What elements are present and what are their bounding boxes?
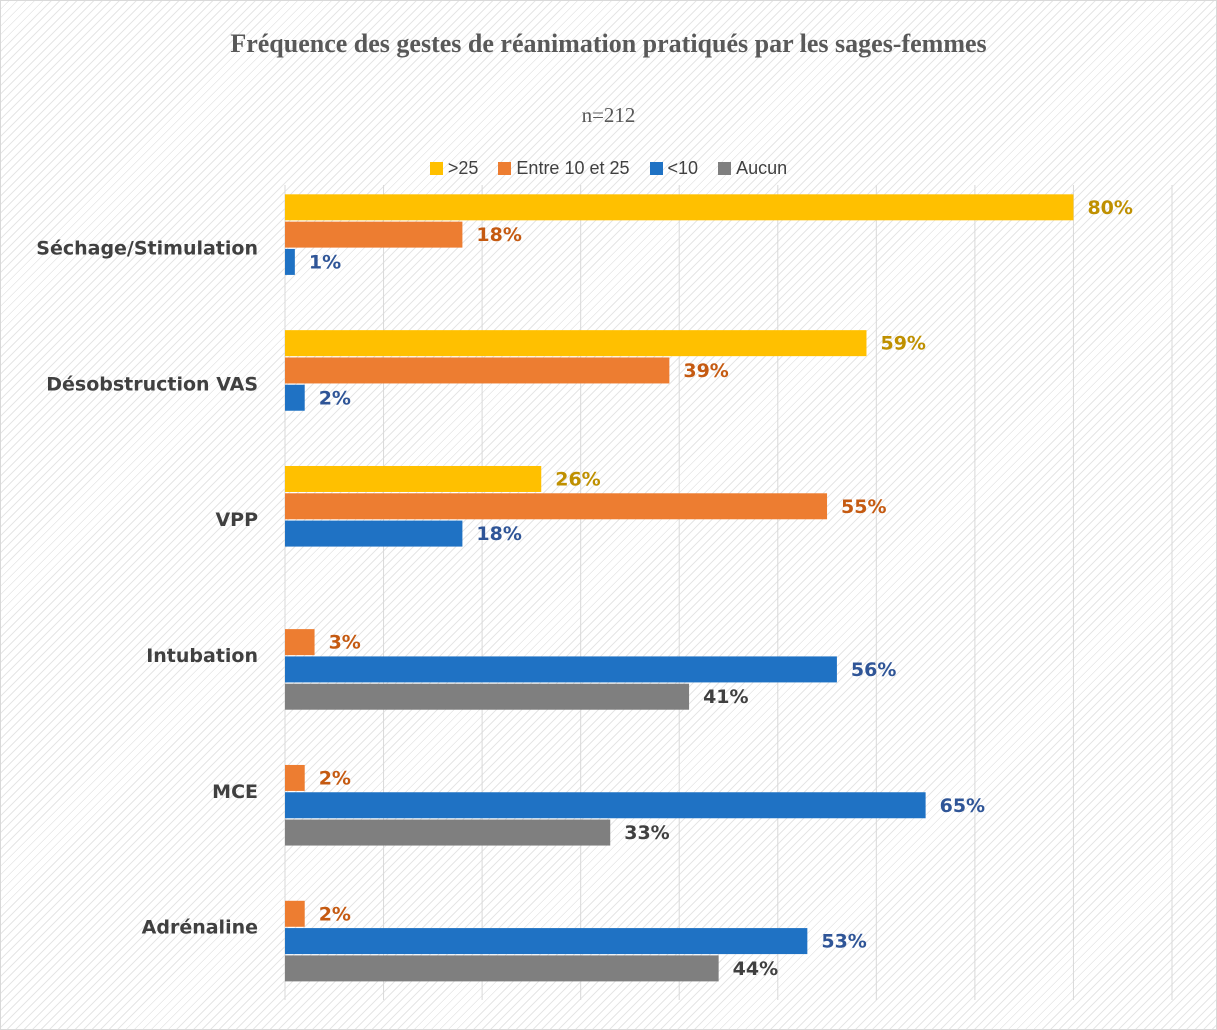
bar [285, 384, 305, 411]
value-label: 39% [683, 360, 728, 382]
value-label: 65% [940, 795, 985, 817]
bar [285, 764, 305, 791]
y-tick-label: MCE [212, 781, 258, 803]
bar [285, 493, 828, 520]
value-label: 3% [329, 632, 361, 654]
value-label: 2% [319, 903, 351, 925]
legend-label: Aucun [736, 158, 788, 178]
y-tick-label: Adrénaline [142, 917, 258, 939]
bar [285, 194, 1074, 221]
bar [285, 629, 315, 656]
value-label: 2% [319, 767, 351, 789]
bar [285, 928, 808, 955]
value-label: 44% [733, 958, 778, 980]
bar [285, 221, 463, 248]
y-tick-label: Séchage/Stimulation [36, 237, 258, 259]
y-tick-label: VPP [215, 509, 258, 531]
legend-label: <10 [667, 158, 699, 178]
value-label: 33% [624, 822, 669, 844]
value-label: 80% [1087, 197, 1132, 219]
value-label: 2% [319, 387, 351, 409]
legend-label: >25 [447, 158, 479, 178]
bar [285, 357, 670, 384]
value-label: 53% [821, 931, 866, 953]
value-label: 59% [880, 333, 925, 355]
value-label: 1% [309, 251, 341, 273]
bar [285, 656, 837, 683]
bar [285, 248, 295, 275]
value-label: 26% [555, 468, 600, 490]
value-label: 56% [851, 659, 896, 681]
value-label: 55% [841, 496, 886, 518]
legend-swatch [649, 162, 663, 175]
bar [285, 900, 305, 927]
bar [285, 819, 611, 846]
legend-item: >25 [429, 158, 479, 179]
legend-item: <10 [649, 158, 699, 179]
legend-swatch [498, 162, 512, 175]
value-label: 18% [476, 523, 521, 545]
bar [285, 683, 690, 710]
legend-item: Entre 10 et 25 [498, 158, 630, 179]
legend-label: Entre 10 et 25 [516, 158, 630, 178]
legend-swatch [429, 162, 443, 175]
legend-item: Aucun [718, 158, 787, 179]
chart-title: Fréquence des gestes de réanimation prat… [230, 29, 987, 58]
y-tick-label: Désobstruction VAS [46, 373, 258, 395]
bar [285, 330, 867, 357]
bar [285, 955, 719, 982]
bar [285, 792, 926, 819]
value-label: 41% [703, 686, 748, 708]
legend-swatch [718, 162, 732, 175]
chart-subtitle: n=212 [581, 103, 636, 127]
y-tick-label: Intubation [146, 645, 258, 667]
bar [285, 520, 463, 547]
legend: >25 Entre 10 et 25 <10 Aucun [0, 158, 1217, 179]
bar [285, 465, 542, 492]
value-label: 18% [476, 224, 521, 246]
